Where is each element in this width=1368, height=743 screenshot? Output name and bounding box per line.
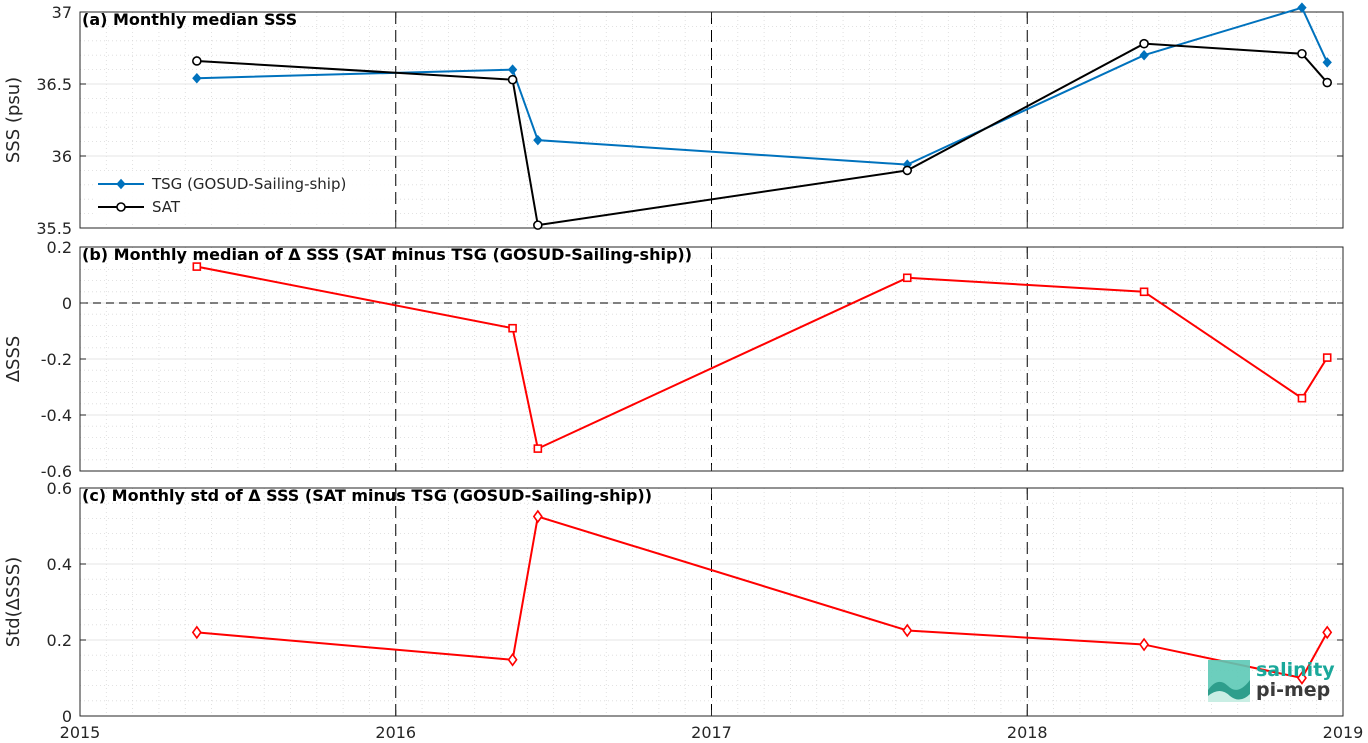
- panel-title-c: (c) Monthly std of Δ SSS (SAT minus TSG …: [82, 486, 652, 505]
- y-tick-label: -0.6: [41, 462, 72, 481]
- y-tick-label: -0.2: [41, 350, 72, 369]
- data-point: [533, 220, 543, 230]
- y-tick-label: 0: [62, 294, 72, 313]
- panel-c-std-delta-sss: 0 0.2 0.4 0.6 2015 2016 2017 2018 2019 Std(ΔSSS) (…: [3, 479, 1363, 742]
- data-point: [1322, 77, 1333, 88]
- data-point: [532, 509, 543, 524]
- y-tick-label: 0.2: [47, 631, 72, 650]
- data-point: [1297, 48, 1307, 59]
- y-axis-label-c: Std(ΔSSS): [3, 557, 24, 648]
- panel-b-median-delta-sss: -0.6 -0.4 -0.2 0 0.2 ΔSSS (b) Monthly median o…: [3, 238, 1344, 481]
- legend: TSG (GOSUD-Sailing-ship) SAT: [94, 172, 394, 222]
- x-tick-label: 2017: [691, 723, 732, 742]
- series-line-tsg: [196, 6, 1329, 166]
- y-tick-label: -0.4: [41, 406, 72, 425]
- y-axis-label-b: ΔSSS: [3, 336, 24, 383]
- y-tick-label: 0.6: [47, 479, 72, 498]
- y-tick-label: 0.4: [47, 555, 72, 574]
- y-tick-label: 35.5: [36, 219, 72, 238]
- data-point: [1139, 637, 1150, 652]
- logo-text-line1: salinity: [1256, 659, 1335, 681]
- data-point: [902, 165, 913, 176]
- data-point: [1139, 49, 1149, 61]
- logo-wave: [1208, 691, 1250, 702]
- data-point: [1296, 671, 1307, 685]
- x-tick-label: 2016: [375, 723, 416, 742]
- data-point: [1322, 625, 1333, 640]
- y-tick-label: 36.5: [36, 75, 72, 94]
- legend-entry-label: TSG (GOSUD-Sailing-ship): [151, 175, 346, 193]
- series-line-delta: [196, 265, 1329, 451]
- y-tick-label: 37: [52, 3, 72, 22]
- data-point: [191, 625, 202, 640]
- data-point: [192, 72, 202, 84]
- data-point: [192, 56, 202, 66]
- x-tick-label: 2018: [1007, 723, 1048, 742]
- data-point: [192, 262, 202, 271]
- data-point: [508, 323, 517, 333]
- x-tick-label: 2019: [1323, 723, 1364, 742]
- data-point: [116, 178, 126, 190]
- legend-background: [94, 172, 394, 222]
- data-point: [1322, 57, 1332, 68]
- x-tick-label: 2015: [60, 723, 101, 742]
- y-tick-label: 0: [62, 707, 72, 726]
- data-point: [507, 64, 518, 75]
- data-point: [507, 652, 518, 667]
- panel-a-median-sss: 35.5 36 36.5 37 SSS (psu) (a) Monthly median …: [3, 2, 1344, 238]
- data-point: [533, 134, 543, 146]
- data-point: [902, 623, 913, 638]
- y-tick-label: 36: [52, 147, 72, 166]
- data-point: [116, 202, 126, 212]
- y-axis-label-a: SSS (psu): [3, 77, 24, 163]
- logo-text-line2: pi-mep: [1256, 679, 1330, 701]
- y-tick-label: 0.2: [47, 238, 72, 257]
- panel-title-a: (a) Monthly median SSS: [82, 10, 297, 29]
- data-point: [507, 74, 518, 85]
- data-point: [533, 444, 543, 453]
- panel-title-b: (b) Monthly median of Δ SSS (SAT minus T…: [82, 245, 692, 264]
- data-point: [1297, 393, 1307, 403]
- data-point: [1139, 287, 1149, 297]
- data-point: [1297, 2, 1307, 13]
- data-point: [1322, 353, 1332, 362]
- legend-entry-label: SAT: [152, 198, 181, 216]
- data-point: [1139, 38, 1149, 49]
- data-point: [902, 273, 912, 283]
- series-line-delta: [196, 515, 1329, 680]
